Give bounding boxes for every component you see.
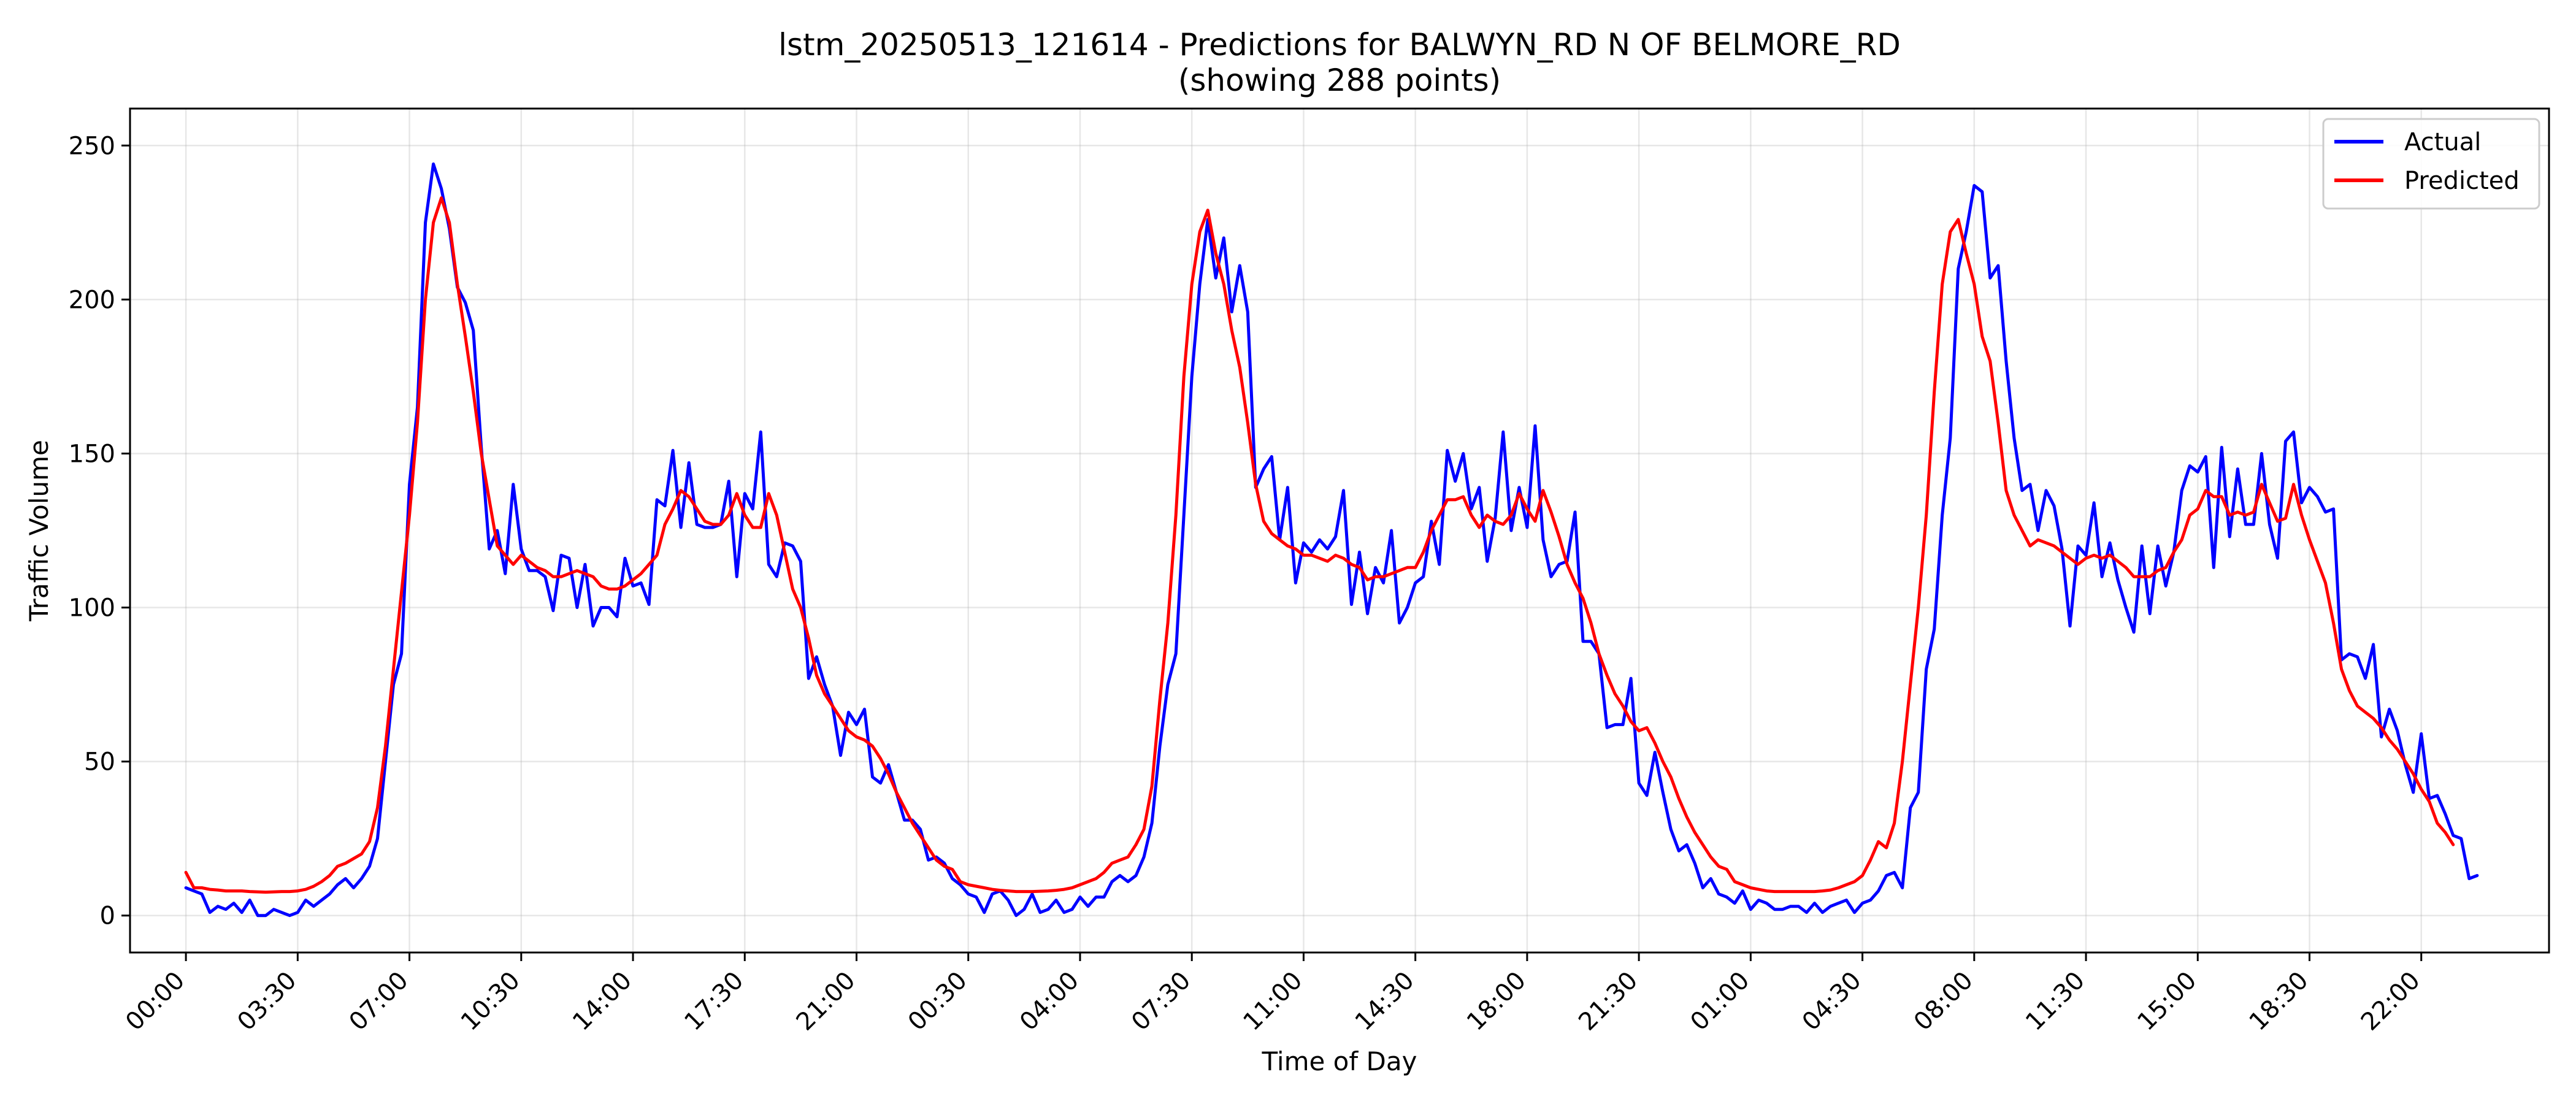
legend: Actual Predicted	[2322, 118, 2540, 210]
legend-label-actual: Actual	[2404, 128, 2481, 156]
y-axis-label: Traffic Volume	[24, 440, 54, 622]
chart-subtitle: (showing 288 points)	[1178, 63, 1501, 98]
y-tick-label: 150	[69, 440, 115, 468]
y-tick-label: 50	[84, 748, 115, 776]
y-axis: 0 50 100 150 200 250	[69, 132, 130, 930]
y-tick-label: 200	[69, 286, 115, 314]
x-axis-label: Time of Day	[1262, 1046, 1417, 1076]
chart-title: lstm_20250513_121614 - Predictions for B…	[778, 27, 1901, 63]
y-tick-label: 100	[69, 594, 115, 623]
grid	[130, 109, 2549, 953]
legend-label-predicted: Predicted	[2404, 167, 2520, 195]
y-tick-label: 250	[69, 132, 115, 160]
series-line-actual	[184, 162, 2479, 918]
plot-frame	[129, 107, 2550, 954]
y-tick-label: 0	[100, 902, 115, 930]
series-line-predicted	[184, 196, 2455, 894]
series-group	[184, 162, 2479, 918]
